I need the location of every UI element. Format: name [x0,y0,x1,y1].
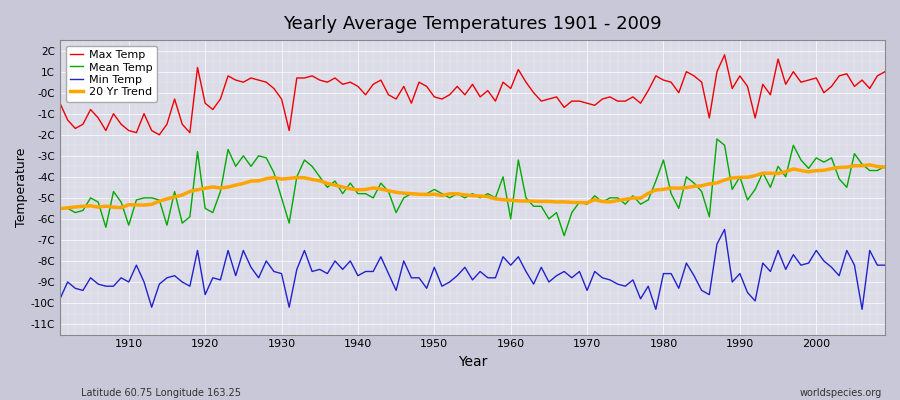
Min Temp [116,275,127,280]
20 Yr Trend [498,197,508,202]
Min Temp [505,263,516,268]
20 Yr Trend [597,199,608,204]
Max Temp [55,101,66,106]
20 Yr Trend [864,162,875,167]
20 Yr Trend [284,176,294,181]
Mean Temp [498,174,508,179]
Mean Temp [712,136,723,141]
Line: Mean Temp: Mean Temp [60,139,885,236]
Max Temp [338,82,348,87]
Max Temp [879,69,890,74]
Max Temp [505,86,516,91]
Min Temp [284,305,294,310]
20 Yr Trend [116,205,127,210]
Min Temp [498,254,508,259]
Mean Temp [284,221,294,226]
Text: worldspecies.org: worldspecies.org [800,388,882,398]
20 Yr Trend [55,206,66,211]
Max Temp [513,67,524,72]
Min Temp [651,307,661,312]
Mean Temp [505,216,516,221]
20 Yr Trend [505,198,516,202]
Min Temp [879,263,890,268]
Line: Min Temp: Min Temp [60,230,885,309]
Mean Temp [116,200,127,204]
Mean Temp [329,179,340,184]
Title: Yearly Average Temperatures 1901 - 2009: Yearly Average Temperatures 1901 - 2009 [284,15,662,33]
Mean Temp [55,206,66,211]
Min Temp [55,296,66,301]
Max Temp [154,132,165,137]
Line: Max Temp: Max Temp [60,55,885,135]
Legend: Max Temp, Mean Temp, Min Temp, 20 Yr Trend: Max Temp, Mean Temp, Min Temp, 20 Yr Tre… [66,46,157,102]
Max Temp [605,94,616,99]
20 Yr Trend [329,183,340,188]
Max Temp [719,52,730,57]
Mean Temp [879,164,890,169]
20 Yr Trend [879,165,890,170]
Mean Temp [559,233,570,238]
Line: 20 Yr Trend: 20 Yr Trend [60,165,885,208]
Max Temp [116,122,127,127]
Min Temp [597,275,608,280]
Max Temp [292,76,302,80]
Y-axis label: Temperature: Temperature [15,148,28,227]
X-axis label: Year: Year [458,355,487,369]
Min Temp [329,258,340,263]
Text: Latitude 60.75 Longitude 163.25: Latitude 60.75 Longitude 163.25 [81,388,241,398]
Mean Temp [605,196,616,200]
Min Temp [719,227,730,232]
